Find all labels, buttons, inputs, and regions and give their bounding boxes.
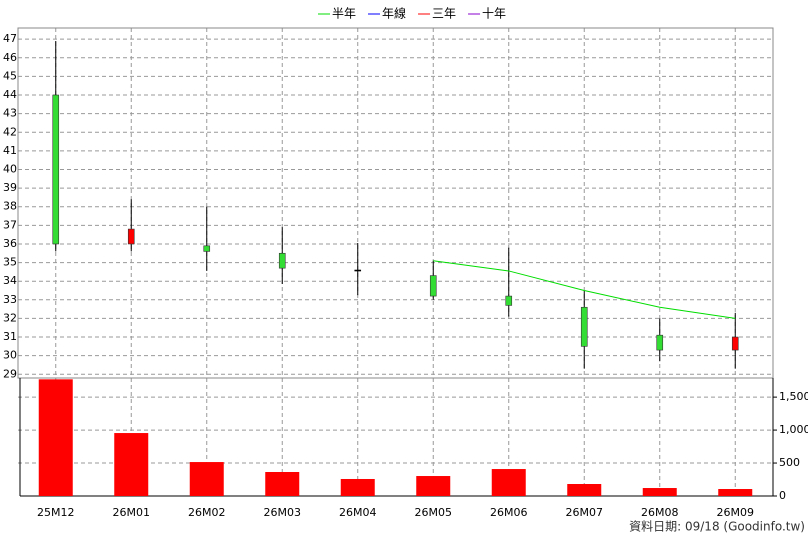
candle-body — [656, 334, 664, 351]
candle-body — [203, 245, 211, 252]
x-tick-label: 25M12 — [37, 506, 75, 519]
legend-label: 三年 — [432, 7, 456, 21]
x-tick-label: 26M05 — [415, 506, 453, 519]
y-tick-label: 38 — [3, 200, 17, 213]
x-tick-label: 26M02 — [188, 506, 226, 519]
volume-bar — [718, 489, 753, 496]
x-tick-label: 26M08 — [641, 506, 679, 519]
legend-label: 十年 — [482, 7, 506, 21]
volume-bar — [416, 476, 451, 496]
candle-body — [429, 275, 437, 297]
x-tick-label: 26M03 — [264, 506, 302, 519]
volume-bar — [114, 433, 149, 496]
candle-body — [580, 306, 588, 347]
y2-tick-label: 1,500 — [779, 390, 808, 403]
y-tick-label: 35 — [3, 256, 17, 269]
x-tick-label: 26M06 — [490, 506, 528, 519]
volume-bar — [491, 469, 526, 496]
y-tick-label: 47 — [3, 32, 17, 45]
candle-body — [278, 252, 286, 269]
volume-bar — [189, 462, 224, 496]
y-tick-label: 31 — [3, 330, 17, 343]
x-tick-label: 26M04 — [339, 506, 377, 519]
volume-bar — [38, 379, 73, 496]
source-note: 資料日期: 09/18 (Goodinfo.tw) — [629, 520, 805, 534]
volume-bar — [642, 488, 677, 496]
volume-bar — [340, 478, 375, 496]
y-tick-label: 46 — [3, 51, 17, 64]
y-tick-label: 45 — [3, 69, 17, 82]
y-tick-label: 34 — [3, 274, 17, 287]
y2-tick-label: 0 — [779, 489, 786, 502]
y-tick-label: 33 — [3, 293, 17, 306]
y-tick-label: 39 — [3, 181, 17, 194]
price-frame — [17, 27, 774, 379]
candle-body — [731, 336, 739, 351]
y-tick-label: 41 — [3, 144, 17, 157]
x-tick-label: 26M07 — [566, 506, 604, 519]
candle-body — [354, 269, 362, 272]
y-tick-label: 40 — [3, 162, 17, 175]
y-tick-label: 42 — [3, 125, 17, 138]
y-tick-label: 43 — [3, 107, 17, 120]
y-tick-label: 37 — [3, 218, 17, 231]
ma-line — [433, 260, 736, 319]
candle-body — [52, 94, 60, 245]
candle-body — [127, 228, 135, 245]
y-tick-label: 30 — [3, 349, 17, 362]
legend-label: 半年 — [332, 7, 356, 21]
legend-label: 年線 — [382, 6, 406, 21]
x-tick-label: 26M01 — [113, 506, 151, 519]
y2-tick-label: 1,000 — [779, 423, 808, 436]
y-tick-label: 29 — [3, 367, 17, 380]
volume-bar — [567, 484, 602, 496]
candle-body — [505, 295, 513, 306]
volume-bar — [265, 472, 300, 496]
y-tick-label: 36 — [3, 237, 17, 250]
y2-tick-label: 500 — [779, 456, 800, 469]
x-tick-label: 26M09 — [717, 506, 755, 519]
y-tick-label: 32 — [3, 311, 17, 324]
y-tick-label: 44 — [3, 88, 17, 101]
